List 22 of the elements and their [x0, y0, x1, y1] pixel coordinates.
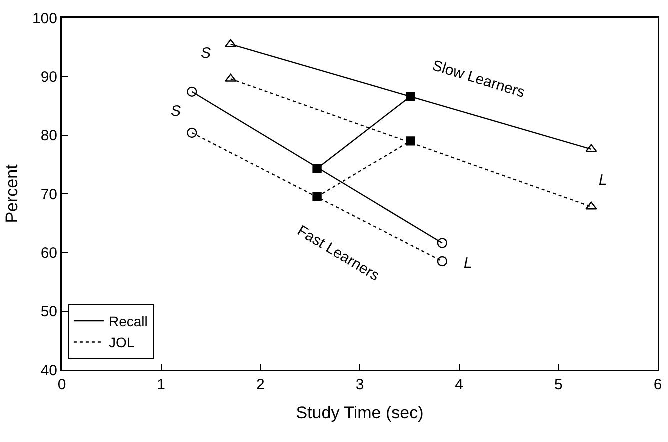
y-tick-label: 80: [40, 128, 58, 145]
legend-label: Recall: [108, 314, 148, 330]
annotation: L: [464, 255, 472, 272]
x-tick-label: 6: [654, 376, 662, 394]
y-axis-title: Percent: [2, 164, 22, 224]
x-tick-label: 3: [356, 376, 364, 394]
y-tick-label: 50: [40, 304, 58, 321]
annotation: L: [599, 172, 608, 189]
y-tick-label: 90: [40, 68, 58, 86]
x-tick-label: 0: [58, 376, 66, 394]
annotation: S: [201, 45, 212, 62]
x-tick-label: 5: [554, 376, 563, 394]
legend-label: JOL: [108, 334, 135, 351]
annotation: S: [171, 103, 182, 120]
y-tick-label: 100: [32, 10, 58, 28]
x-tick-label: 4: [455, 376, 464, 394]
x-tick-label: 1: [157, 376, 166, 394]
y-tick-label: 60: [40, 244, 58, 262]
y-tick-label: 40: [40, 362, 58, 380]
x-tick-label: 2: [256, 376, 265, 394]
x-axis-title: Study Time (sec): [296, 404, 424, 423]
y-tick-label: 70: [40, 186, 58, 204]
